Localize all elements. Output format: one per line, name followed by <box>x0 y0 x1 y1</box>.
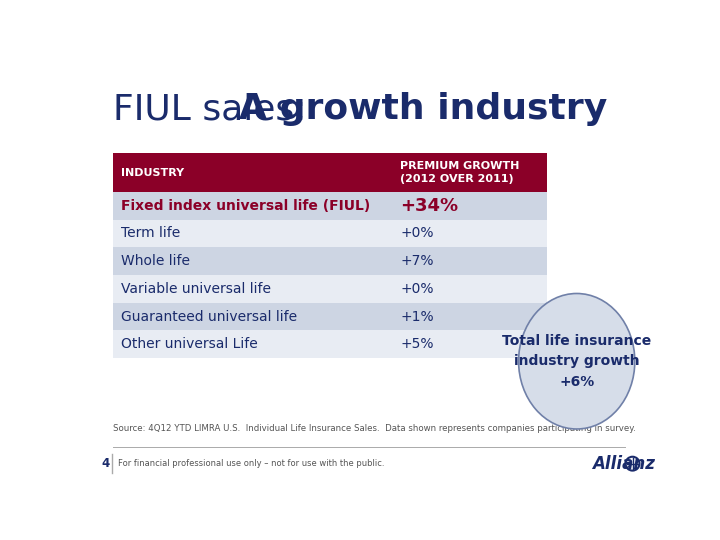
Bar <box>113 275 547 303</box>
Bar <box>113 303 547 330</box>
Text: 4: 4 <box>102 457 110 470</box>
Text: Variable universal life: Variable universal life <box>121 282 271 296</box>
Text: Total life insurance
industry growth
+6%: Total life insurance industry growth +6% <box>502 334 652 389</box>
Ellipse shape <box>518 294 635 429</box>
Text: Whole life: Whole life <box>121 254 190 268</box>
Text: Fixed index universal life (FIUL): Fixed index universal life (FIUL) <box>121 199 370 213</box>
Text: +1%: +1% <box>400 309 433 323</box>
Text: +0%: +0% <box>400 282 433 296</box>
Text: INDUSTRY: INDUSTRY <box>121 167 184 178</box>
Bar <box>113 153 547 192</box>
Text: FIUL sales:: FIUL sales: <box>113 92 318 126</box>
Text: Other universal Life: Other universal Life <box>121 338 258 352</box>
Text: +34%: +34% <box>400 197 458 215</box>
Text: A growth industry: A growth industry <box>239 92 607 126</box>
Text: For financial professional use only – not for use with the public.: For financial professional use only – no… <box>118 459 384 468</box>
Bar <box>113 220 547 247</box>
Text: Source: 4Q12 YTD LIMRA U.S.  Individual Life Insurance Sales.  Data shown repres: Source: 4Q12 YTD LIMRA U.S. Individual L… <box>113 424 636 433</box>
Text: +5%: +5% <box>400 338 433 352</box>
Bar <box>113 192 547 220</box>
Text: PREMIUM GROWTH
(2012 OVER 2011): PREMIUM GROWTH (2012 OVER 2011) <box>400 161 519 184</box>
Text: Term life: Term life <box>121 226 180 240</box>
Bar <box>113 330 547 358</box>
Bar <box>113 247 547 275</box>
Text: +7%: +7% <box>400 254 433 268</box>
Text: Allianz: Allianz <box>593 455 655 472</box>
Text: Guaranteed universal life: Guaranteed universal life <box>121 309 297 323</box>
Text: +0%: +0% <box>400 226 433 240</box>
